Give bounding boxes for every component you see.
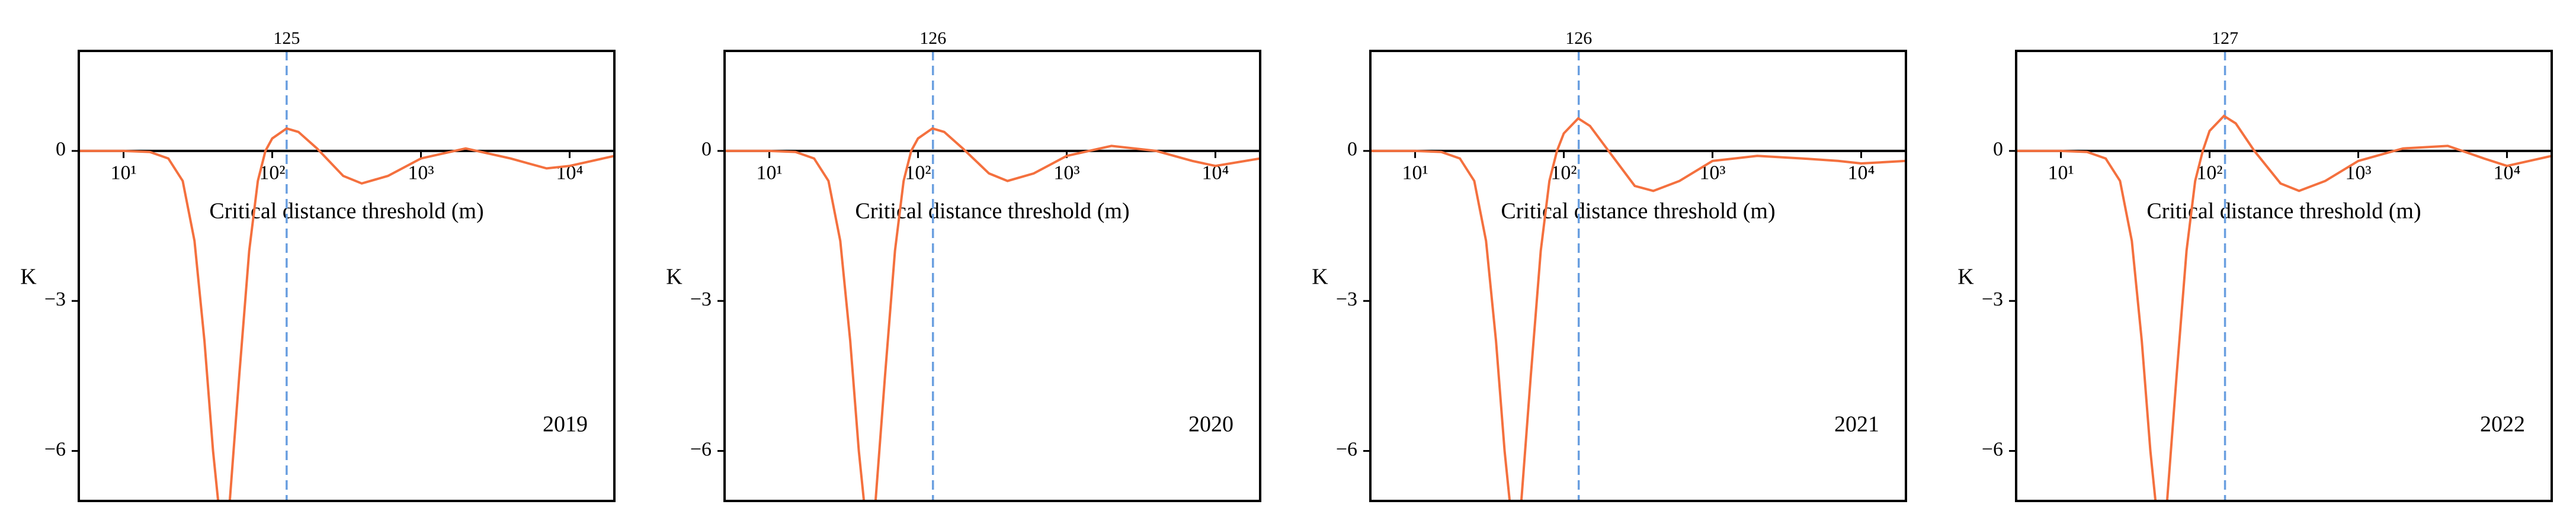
y-axis-label: K [20, 265, 37, 290]
x-tick-label: 10² [905, 162, 931, 184]
reference-label: 127 [2212, 28, 2238, 48]
reference-label: 126 [919, 28, 946, 48]
frame [78, 50, 616, 502]
y-tick-label: −3 [1336, 288, 1357, 310]
y-tick-label: −6 [1336, 438, 1357, 460]
y-tick-label: −6 [44, 438, 66, 460]
frame [1369, 50, 1907, 502]
data-line [1370, 117, 1906, 501]
y-tick-label: −3 [690, 288, 712, 310]
reference-label: 125 [273, 28, 300, 48]
y-tick-label: 0 [701, 139, 712, 160]
x-tick-label: 10¹ [1402, 162, 1428, 184]
y-axis-label: K [1312, 265, 1328, 290]
x-tick-label: 10¹ [110, 162, 136, 184]
year-annotation: 2019 [543, 412, 588, 437]
x-axis-label: Critical distance threshold (m) [1501, 199, 1775, 224]
frame [2015, 50, 2553, 502]
year-annotation: 2020 [1188, 412, 1233, 437]
y-tick-label: −6 [1982, 438, 2003, 460]
data-line [2016, 114, 2552, 501]
y-tick-label: 0 [1993, 139, 2003, 160]
x-tick-label: 10³ [1053, 162, 1079, 184]
y-axis-label: K [666, 265, 683, 290]
x-axis-label: Critical distance threshold (m) [2146, 199, 2421, 224]
x-tick-label: 10¹ [756, 162, 782, 184]
x-tick-label: 10² [259, 162, 285, 184]
frame [723, 50, 1261, 502]
data-line [79, 127, 614, 501]
y-axis-label: K [1957, 265, 1974, 290]
x-tick-label: 10⁴ [1848, 162, 1875, 184]
y-tick-label: 0 [1347, 139, 1357, 160]
year-annotation: 2021 [1834, 412, 1879, 437]
x-tick-label: 10³ [408, 162, 434, 184]
data-line [725, 127, 1260, 501]
x-axis-label: Critical distance threshold (m) [209, 199, 483, 224]
x-axis-label: Critical distance threshold (m) [855, 199, 1129, 224]
x-tick-label: 10² [1550, 162, 1577, 184]
y-tick-label: −6 [690, 438, 712, 460]
y-tick-label: 0 [56, 139, 66, 160]
x-tick-label: 10¹ [2048, 162, 2074, 184]
year-annotation: 2022 [2480, 412, 2525, 437]
reference-label: 126 [1565, 28, 1592, 48]
y-tick-label: −3 [44, 288, 66, 310]
y-tick-label: −3 [1982, 288, 2003, 310]
x-tick-label: 10² [2196, 162, 2222, 184]
